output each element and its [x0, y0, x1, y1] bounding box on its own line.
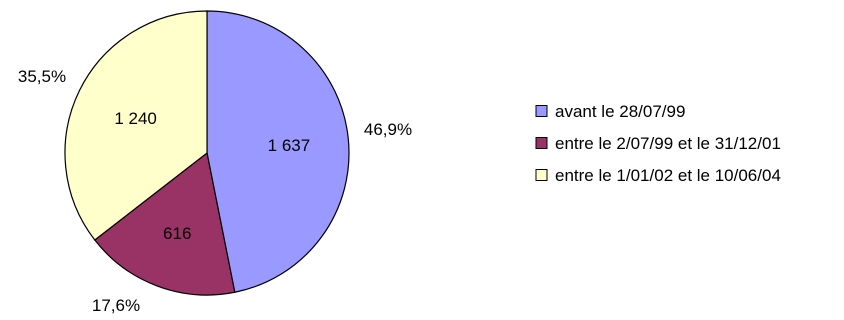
slice-percent-label-3: 35,5% — [18, 67, 66, 86]
pie-slice-3 — [64, 10, 208, 241]
legend-item-1: avant le 28/07/99 — [535, 102, 685, 121]
legend-label-3: entre le 1/01/02 et le 10/06/04 — [555, 166, 781, 185]
pie-value-labels: 1 637 616 1 240 — [114, 109, 310, 243]
legend-swatch-2 — [535, 137, 548, 149]
pie-percent-labels: 46,9% 17,6% 35,5% — [18, 67, 412, 315]
slice-value-label-1: 1 637 — [268, 136, 311, 155]
legend: avant le 28/07/99 entre le 2/07/99 et le … — [535, 102, 781, 185]
legend-label-1: avant le 28/07/99 — [555, 102, 685, 121]
legend-item-2: entre le 2/07/99 et le 31/12/01 — [535, 134, 781, 153]
slice-value-label-3: 1 240 — [114, 109, 157, 128]
legend-item-3: entre le 1/01/02 et le 10/06/04 — [535, 166, 781, 185]
legend-swatch-1 — [535, 105, 548, 117]
legend-swatch-3 — [535, 169, 548, 181]
pie-slice-1 — [206, 10, 350, 293]
legend-label-2: entre le 2/07/99 et le 31/12/01 — [555, 134, 781, 153]
pie-slices — [64, 10, 350, 296]
slice-percent-label-1: 46,9% — [364, 120, 412, 139]
slice-value-label-2: 616 — [163, 224, 191, 243]
pie-slice-2 — [93, 151, 236, 296]
slice-percent-label-2: 17,6% — [92, 296, 140, 315]
